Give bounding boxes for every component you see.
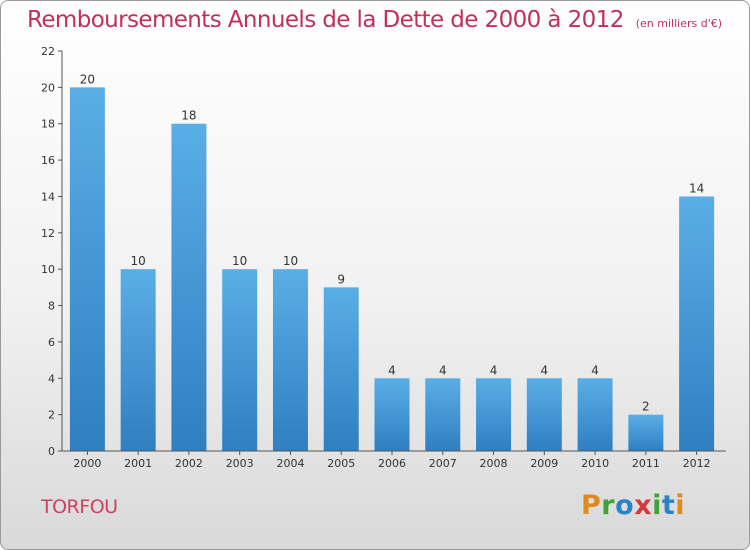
x-tick-label: 2012 xyxy=(683,457,711,470)
bar xyxy=(69,87,105,451)
x-tick-label: 2004 xyxy=(276,457,304,470)
bar xyxy=(577,378,613,451)
y-tick-label: 6 xyxy=(48,336,55,349)
proxiti-logo: Proxiti xyxy=(581,490,685,521)
y-tick-label: 8 xyxy=(48,300,55,313)
bar xyxy=(628,414,664,451)
bar xyxy=(679,196,715,451)
bar-value-label: 4 xyxy=(490,363,498,377)
chart-title: Remboursements Annuels de la Dette de 20… xyxy=(27,7,624,33)
bar xyxy=(526,378,562,451)
chart-title-block: Remboursements Annuels de la Dette de 20… xyxy=(27,7,722,33)
bar-value-label: 4 xyxy=(591,363,599,377)
logo-letter: i xyxy=(675,490,686,521)
bar-value-label: 4 xyxy=(388,363,396,377)
bar-value-label: 10 xyxy=(283,254,298,268)
x-tick-label: 2003 xyxy=(226,457,254,470)
y-tick-label: 10 xyxy=(41,263,55,276)
x-axis: 2000 2001 2002 2003 2004 2005 2006 2007 2008 2009… xyxy=(62,450,727,470)
bar xyxy=(120,269,156,451)
logo-letter: i xyxy=(652,490,662,521)
y-tick-label: 20 xyxy=(41,81,55,94)
bar-value-label: 18 xyxy=(181,109,196,123)
logo-letter: P xyxy=(581,490,602,521)
bar-value-label: 10 xyxy=(131,254,146,268)
x-tick-label: 2005 xyxy=(327,457,355,470)
bar-value-label: 2 xyxy=(642,400,650,414)
bar xyxy=(323,287,359,451)
y-tick-label: 12 xyxy=(41,227,55,240)
x-tick-label: 2006 xyxy=(378,457,406,470)
bar-value-label: 20 xyxy=(80,72,95,86)
x-tick-label: 2002 xyxy=(175,457,203,470)
bar xyxy=(272,269,308,451)
bar xyxy=(425,378,461,451)
bar xyxy=(476,378,512,451)
logo-letter: r xyxy=(601,490,616,521)
bar xyxy=(222,269,258,451)
x-tick-label: 2010 xyxy=(581,457,609,470)
y-tick-label: 2 xyxy=(48,409,55,422)
y-tick-label: 16 xyxy=(41,154,55,167)
x-tick-label: 2000 xyxy=(73,457,101,470)
logo-letter: x xyxy=(634,490,653,521)
y-tick-label: 0 xyxy=(48,445,55,458)
y-tick-label: 4 xyxy=(48,372,55,385)
commune-name: TORFOU xyxy=(41,496,118,518)
x-tick-label: 2008 xyxy=(480,457,508,470)
x-tick-label: 2011 xyxy=(632,457,660,470)
y-tick-label: 18 xyxy=(41,118,55,131)
x-tick-label: 2001 xyxy=(124,457,152,470)
y-tick-label: 22 xyxy=(41,45,55,58)
bar-value-label: 4 xyxy=(540,363,548,377)
x-tick-label: 2009 xyxy=(530,457,558,470)
logo-letter: o xyxy=(615,490,635,521)
unit-label: (en milliers d'€) xyxy=(635,17,723,30)
logo-letter: t xyxy=(661,490,676,521)
y-axis: 0 2 4 6 8 10 12 14 16 18 20 22 xyxy=(41,45,63,458)
bar-value-label: 4 xyxy=(439,363,447,377)
bar xyxy=(171,123,207,452)
bar-value-label: 10 xyxy=(232,254,247,268)
bar-value-label: 9 xyxy=(337,272,345,286)
bar-value-label: 14 xyxy=(689,181,704,195)
bar xyxy=(374,378,410,451)
y-tick-label: 14 xyxy=(41,190,55,203)
x-tick-label: 2007 xyxy=(429,457,457,470)
bars: 20 10 18 10 10 9 4 4 4 4 4 2 14 xyxy=(69,72,715,452)
